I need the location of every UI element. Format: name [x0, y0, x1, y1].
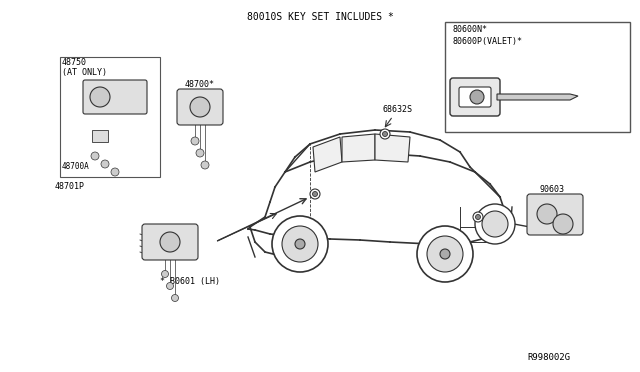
Bar — [445, 22, 630, 132]
Text: 68632S: 68632S — [383, 105, 413, 114]
Polygon shape — [313, 137, 342, 172]
FancyBboxPatch shape — [83, 80, 147, 114]
Circle shape — [190, 97, 210, 117]
Text: * B0601 (LH): * B0601 (LH) — [160, 277, 220, 286]
Circle shape — [537, 204, 557, 224]
Circle shape — [282, 226, 318, 262]
Circle shape — [172, 295, 179, 301]
Text: 80600N*: 80600N* — [453, 25, 488, 34]
Bar — [92, 130, 108, 142]
Text: 90603: 90603 — [540, 185, 565, 194]
Circle shape — [111, 168, 119, 176]
Text: 48701P: 48701P — [55, 182, 85, 191]
FancyBboxPatch shape — [450, 78, 500, 116]
FancyBboxPatch shape — [527, 194, 583, 235]
Text: 48700*: 48700* — [185, 80, 215, 89]
FancyBboxPatch shape — [142, 224, 198, 260]
Circle shape — [201, 161, 209, 169]
Circle shape — [417, 226, 473, 282]
Text: 80600P(VALET)*: 80600P(VALET)* — [453, 37, 523, 46]
Text: (AT ONLY): (AT ONLY) — [62, 68, 107, 77]
Polygon shape — [375, 134, 410, 162]
Polygon shape — [497, 94, 578, 100]
Circle shape — [383, 131, 387, 137]
Circle shape — [475, 204, 515, 244]
Circle shape — [482, 211, 508, 237]
Circle shape — [310, 189, 320, 199]
Circle shape — [312, 192, 317, 196]
Circle shape — [380, 129, 390, 139]
Circle shape — [295, 239, 305, 249]
Circle shape — [476, 215, 481, 219]
Bar — [60, 57, 160, 177]
Circle shape — [90, 87, 110, 107]
Circle shape — [101, 160, 109, 168]
Text: 48700A: 48700A — [62, 162, 90, 171]
Circle shape — [440, 249, 450, 259]
Circle shape — [196, 149, 204, 157]
Polygon shape — [342, 134, 375, 162]
FancyBboxPatch shape — [177, 89, 223, 125]
Circle shape — [191, 137, 199, 145]
Circle shape — [160, 232, 180, 252]
Circle shape — [553, 214, 573, 234]
Circle shape — [427, 236, 463, 272]
Text: 48750: 48750 — [62, 58, 87, 67]
Text: 80010S KEY SET INCLUDES *: 80010S KEY SET INCLUDES * — [246, 12, 394, 22]
Text: R998002G: R998002G — [527, 353, 570, 362]
Circle shape — [470, 90, 484, 104]
Circle shape — [161, 270, 168, 278]
Circle shape — [272, 216, 328, 272]
Circle shape — [166, 282, 173, 289]
Circle shape — [473, 212, 483, 222]
Circle shape — [91, 152, 99, 160]
FancyBboxPatch shape — [459, 87, 491, 107]
